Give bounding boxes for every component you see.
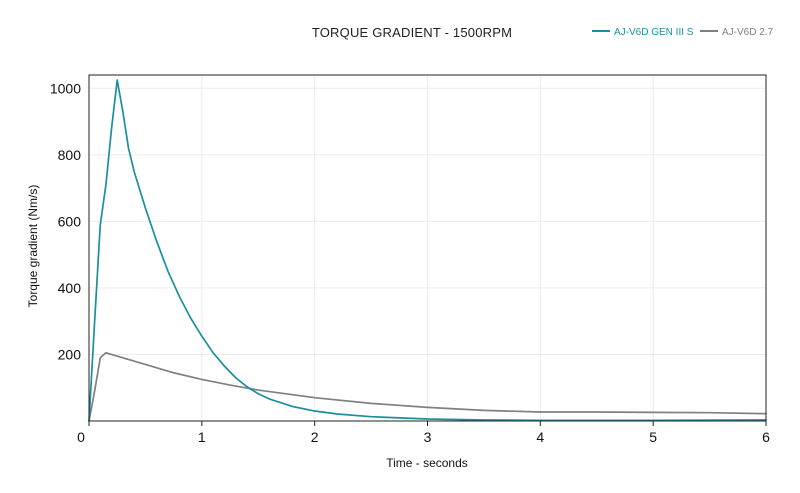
legend-item-gen3[interactable]: AJ-V6D GEN III S bbox=[592, 27, 694, 38]
x-tick-label: 0 bbox=[77, 429, 85, 445]
x-tick-label: 4 bbox=[536, 429, 544, 445]
x-tick-label: 3 bbox=[424, 429, 432, 445]
y-tick-label: 400 bbox=[58, 280, 82, 296]
y-tick-label: 800 bbox=[58, 147, 82, 163]
x-tick-label: 5 bbox=[649, 429, 657, 445]
legend-label-27: AJ-V6D 2.7 bbox=[722, 27, 774, 38]
y-tick-label: 600 bbox=[58, 213, 82, 229]
legend: AJ-V6D GEN III S AJ-V6D 2.7 bbox=[592, 27, 774, 38]
x-tick-label: 1 bbox=[198, 429, 206, 445]
grid-lines bbox=[89, 75, 766, 421]
chart-title: TORQUE GRADIENT - 1500RPM bbox=[312, 25, 512, 40]
x-axis-ticks: 0 1 2 3 4 5 6 bbox=[77, 421, 770, 445]
legend-label-gen3: AJ-V6D GEN III S bbox=[614, 27, 694, 38]
y-axis-ticks: 200 400 600 800 1000 bbox=[50, 80, 81, 362]
series-layer bbox=[88, 79, 767, 422]
series-line-gen3 bbox=[88, 79, 767, 422]
x-tick-label: 2 bbox=[311, 429, 319, 445]
x-tick-label: 6 bbox=[762, 429, 770, 445]
y-tick-label: 200 bbox=[58, 346, 82, 362]
y-tick-label: 1000 bbox=[50, 80, 81, 96]
series-line-27 bbox=[88, 351, 767, 422]
x-axis-label: Time - seconds bbox=[386, 456, 468, 470]
y-axis-label: Torque gradient (Nm/s) bbox=[26, 185, 40, 308]
legend-item-27[interactable]: AJ-V6D 2.7 bbox=[700, 27, 774, 38]
